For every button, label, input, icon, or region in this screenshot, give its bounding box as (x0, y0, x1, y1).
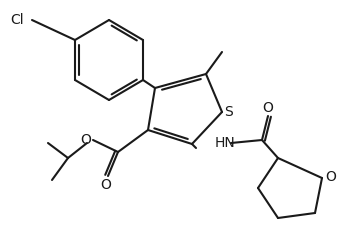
Text: HN: HN (215, 136, 236, 150)
Text: O: O (325, 170, 336, 184)
Text: S: S (224, 105, 233, 119)
Text: Cl: Cl (10, 13, 24, 27)
Text: O: O (100, 178, 111, 192)
Text: O: O (81, 133, 92, 147)
Text: O: O (262, 101, 273, 115)
